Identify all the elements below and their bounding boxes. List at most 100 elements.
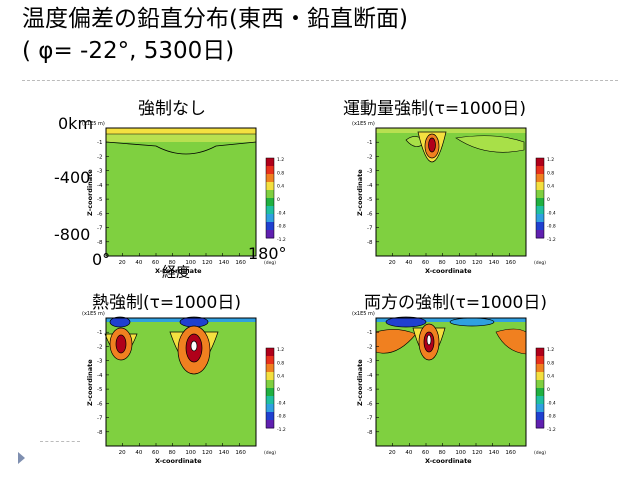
colorbar-swatch bbox=[536, 388, 544, 397]
x-tick-label: 100 bbox=[185, 260, 196, 266]
contour-peak bbox=[426, 334, 432, 346]
colorbar-swatch bbox=[536, 182, 544, 191]
colorbar-swatch bbox=[266, 230, 274, 239]
x-axis-label: X-coordinate bbox=[425, 457, 472, 465]
x-unit-label: (deg) bbox=[534, 260, 546, 266]
y-axis-label: Z-coordinate bbox=[356, 169, 364, 216]
colorbar-label: 0.4 bbox=[277, 184, 284, 190]
y-tick-label: -2 bbox=[97, 344, 102, 350]
y-tick-label: -2 bbox=[367, 154, 372, 160]
colorbar-swatch bbox=[536, 174, 544, 183]
x-tick-label: 140 bbox=[219, 260, 230, 266]
colorbar-swatch bbox=[266, 356, 274, 365]
colorbar-label: 0.8 bbox=[277, 360, 284, 366]
depth-label-400: -400 bbox=[54, 168, 91, 187]
panel-title-momentum-forcing: 運動量強制(τ=1000日) bbox=[343, 99, 527, 119]
colorbar-swatch bbox=[266, 372, 274, 381]
slide-nav-arrow-icon[interactable] bbox=[18, 452, 25, 464]
colorbar-swatch bbox=[536, 348, 544, 357]
panel-title-thermal-forcing: 熱強制(τ=1000日) bbox=[92, 293, 242, 313]
y-tick-label: -6 bbox=[367, 211, 373, 217]
y-tick-label: -1 bbox=[97, 140, 102, 146]
colorbar-swatch bbox=[266, 166, 274, 175]
colorbar-swatch bbox=[536, 356, 544, 365]
panel-title-no-forcing: 強制なし bbox=[138, 99, 206, 119]
x-tick-label: 120 bbox=[472, 450, 483, 456]
slide-title: 温度偏差の鉛直分布(東西・鉛直断面) bbox=[22, 6, 408, 32]
footer-divider bbox=[40, 441, 80, 442]
colorbar-swatch bbox=[266, 380, 274, 389]
x-unit-label: (deg) bbox=[264, 450, 276, 456]
colorbar-label: -0.8 bbox=[547, 224, 556, 230]
axis-unit-label: (x1E5 m) bbox=[82, 311, 105, 317]
x-tick-label: 40 bbox=[405, 260, 412, 266]
x-tick-label: 160 bbox=[235, 260, 246, 266]
contour-core bbox=[115, 334, 127, 354]
x-tick-label: 80 bbox=[169, 260, 176, 266]
colorbar-label: -1.2 bbox=[277, 237, 286, 243]
colorbar-swatch bbox=[266, 198, 274, 207]
x-tick-label: 160 bbox=[505, 260, 516, 266]
x-tick-label: 60 bbox=[152, 260, 159, 266]
colorbar-swatch bbox=[536, 372, 544, 381]
x-tick-label: 20 bbox=[119, 260, 126, 266]
x-tick-label: 140 bbox=[489, 260, 500, 266]
colorbar-label: 0 bbox=[277, 197, 280, 203]
x-tick-label: 80 bbox=[439, 450, 446, 456]
y-tick-label: -4 bbox=[367, 183, 373, 189]
colorbar-swatch bbox=[536, 222, 544, 231]
colorbar-swatch bbox=[266, 420, 274, 429]
colorbar-label: -0.8 bbox=[277, 414, 286, 420]
y-tick-label: -3 bbox=[367, 359, 373, 365]
longitude-label-0: 0° bbox=[92, 250, 111, 269]
colorbar-swatch bbox=[266, 190, 274, 199]
plot-frame bbox=[105, 317, 257, 447]
colorbar-swatch bbox=[266, 222, 274, 231]
colorbar-swatch bbox=[536, 412, 544, 421]
y-tick-label: -5 bbox=[97, 197, 103, 203]
contour-region bbox=[109, 316, 131, 328]
colorbar-swatch bbox=[536, 380, 544, 389]
x-tick-label: 80 bbox=[169, 450, 176, 456]
y-tick-label: -8 bbox=[97, 430, 103, 436]
colorbar-frame bbox=[265, 157, 275, 239]
x-tick-label: 140 bbox=[489, 450, 500, 456]
y-tick-label: -7 bbox=[367, 416, 373, 422]
colorbar-swatch bbox=[266, 174, 274, 183]
y-tick-label: -8 bbox=[97, 240, 103, 246]
y-tick-label: -3 bbox=[97, 169, 103, 175]
y-tick-label: -6 bbox=[97, 401, 103, 407]
y-axis-label: Z-coordinate bbox=[86, 359, 94, 406]
x-tick-label: 100 bbox=[185, 450, 196, 456]
colorbar-swatch bbox=[266, 388, 274, 397]
y-tick-label: -7 bbox=[97, 416, 103, 422]
colorbar-label: -1.2 bbox=[277, 427, 286, 433]
y-axis-label: Z-coordinate bbox=[86, 169, 94, 216]
colorbar-label: -0.4 bbox=[547, 210, 556, 216]
colorbar-label: 0.8 bbox=[277, 170, 284, 176]
contour-region bbox=[385, 316, 427, 328]
x-tick-label: 60 bbox=[152, 450, 159, 456]
y-tick-label: -7 bbox=[367, 226, 373, 232]
colorbar-swatch bbox=[266, 404, 274, 413]
x-tick-label: 20 bbox=[389, 450, 396, 456]
longitude-label-180: 180° bbox=[248, 244, 287, 263]
x-tick-label: 80 bbox=[439, 260, 446, 266]
y-tick-label: -3 bbox=[97, 359, 103, 365]
colorbar-label: 0.8 bbox=[547, 360, 554, 366]
colorbar-label: 1.2 bbox=[547, 347, 554, 353]
contour-region bbox=[455, 135, 525, 153]
depth-label-0km: 0km bbox=[58, 114, 94, 133]
x-tick-label: 140 bbox=[219, 450, 230, 456]
x-tick-label: 160 bbox=[235, 450, 246, 456]
colorbar-swatch bbox=[266, 412, 274, 421]
y-tick-label: -5 bbox=[367, 387, 373, 393]
colorbar-label: -1.2 bbox=[547, 427, 556, 433]
y-tick-label: -2 bbox=[97, 154, 102, 160]
x-unit-label: (deg) bbox=[534, 450, 546, 456]
panel-title-both-forcing: 両方の強制(τ=1000日) bbox=[364, 293, 548, 313]
y-tick-label: -7 bbox=[97, 226, 103, 232]
x-axis-label: X-coordinate bbox=[155, 457, 202, 465]
x-tick-label: 40 bbox=[135, 260, 142, 266]
y-tick-label: -4 bbox=[97, 183, 103, 189]
